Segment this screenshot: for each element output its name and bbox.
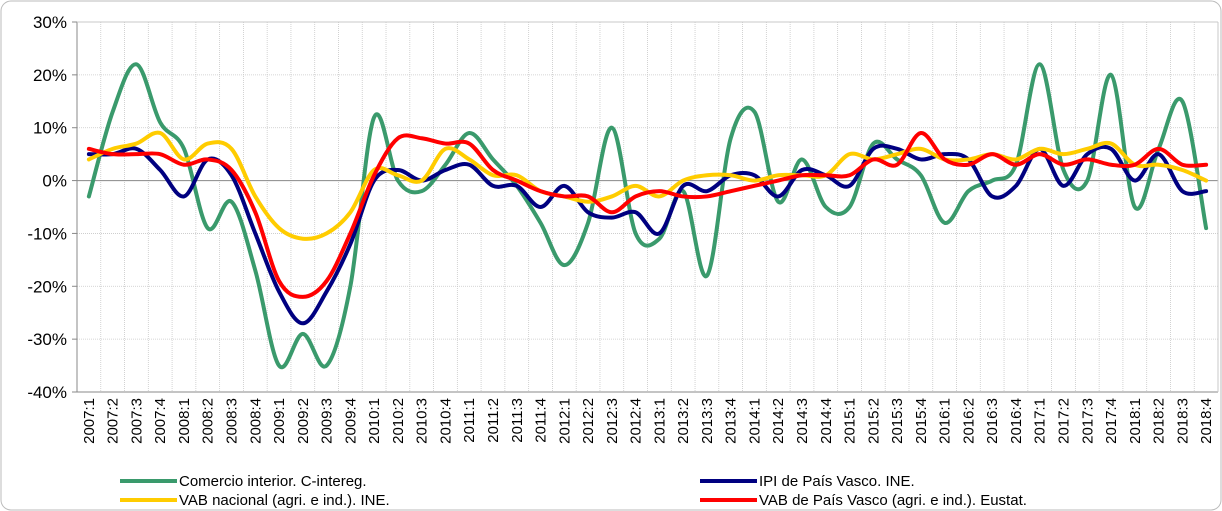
x-tick-label: 2014:1 xyxy=(746,398,763,444)
series-line xyxy=(86,62,1209,370)
x-tick-label: 2018:1 xyxy=(1127,398,1144,444)
x-tick-label: 2011:4 xyxy=(533,398,550,443)
y-tick-label: 10% xyxy=(33,119,67,138)
labels: -40% -30% -20% -10% 0% 10% 20% 30% 2007:1 2007:2 2… xyxy=(27,13,1215,509)
x-tick-label: 2008:1 xyxy=(176,398,193,444)
y-tick-label: -30% xyxy=(27,330,67,349)
x-tick-label: 2009:4 xyxy=(342,398,359,444)
x-tick-label: 2012:1 xyxy=(556,398,573,444)
x-tick-label: 2007:1 xyxy=(81,398,98,444)
x-tick-label: 2017:4 xyxy=(1103,398,1120,444)
x-tick-label: 2009:2 xyxy=(295,398,312,444)
x-tick-label: 2010:4 xyxy=(437,398,454,444)
x-tick-label: 2007:3 xyxy=(128,398,145,444)
x-tick-label: 2008:3 xyxy=(224,398,241,444)
plot xyxy=(86,62,1209,370)
x-tick-label: 2011:1 xyxy=(461,398,478,443)
y-tick-label: 30% xyxy=(33,13,67,32)
x-tick-label: 2011:2 xyxy=(485,398,502,443)
x-tick-label: 2014:4 xyxy=(818,398,835,444)
x-tick-label: 2009:1 xyxy=(271,398,288,444)
x-tick-label: 2017:2 xyxy=(1055,398,1072,444)
x-tick-label: 2018:4 xyxy=(1198,398,1215,444)
x-tick-label: 2012:4 xyxy=(628,398,645,444)
x-tick-label: 2018:2 xyxy=(1151,398,1168,444)
x-tick-label: 2015:3 xyxy=(889,398,906,444)
x-tick-label: 2016:3 xyxy=(984,398,1001,444)
x-tick-label: 2015:2 xyxy=(865,398,882,444)
x-tick-label: 2007:2 xyxy=(105,398,122,444)
series-line xyxy=(86,143,1209,326)
x-tick-label: 2007:4 xyxy=(152,398,169,444)
x-tick-label: 2013:4 xyxy=(723,398,740,444)
legend-label: Comercio interior. C-intereg. xyxy=(179,473,367,490)
y-tick-label: 20% xyxy=(33,66,67,85)
x-tick-label: 2010:3 xyxy=(414,398,431,444)
x-tick-label: 2016:4 xyxy=(1008,398,1025,444)
x-tick-label: 2017:1 xyxy=(1032,398,1049,444)
x-tick-label: 2014:2 xyxy=(770,398,787,444)
x-tick-label: 2012:2 xyxy=(580,398,597,444)
y-tick-label: -20% xyxy=(27,277,67,296)
grid xyxy=(72,21,1219,393)
x-tick-label: 2016:1 xyxy=(937,398,954,444)
x-tick-label: 2015:1 xyxy=(842,398,859,444)
x-tick-label: 2012:3 xyxy=(604,398,621,444)
legend-label: VAB nacional (agri. e ind.). INE. xyxy=(179,492,390,509)
x-tick-label: 2013:1 xyxy=(651,398,668,444)
x-tick-label: 2008:4 xyxy=(247,398,264,444)
x-tick-label: 2013:2 xyxy=(675,398,692,444)
x-tick-label: 2017:3 xyxy=(1079,398,1096,444)
x-tick-label: 2008:2 xyxy=(200,398,217,444)
x-tick-label: 2015:4 xyxy=(913,398,930,444)
legend-label: IPI de País Vasco. INE. xyxy=(759,473,915,490)
x-tick-label: 2011:3 xyxy=(509,398,526,443)
series-line xyxy=(86,131,1209,299)
y-tick-label: 0% xyxy=(42,172,67,191)
x-tick-label: 2016:2 xyxy=(960,398,977,444)
y-tick-label: -40% xyxy=(27,383,67,402)
y-tick-label: -10% xyxy=(27,224,67,243)
x-tick-label: 2014:3 xyxy=(794,398,811,444)
legend-label: VAB de País Vasco (agri. e ind.). Eustat… xyxy=(759,492,1027,509)
x-tick-label: 2018:3 xyxy=(1174,398,1191,444)
x-tick-label: 2010:1 xyxy=(366,398,383,444)
x-tick-label: 2010:2 xyxy=(390,398,407,444)
x-tick-label: 2013:3 xyxy=(699,398,716,444)
x-tick-label: 2009:3 xyxy=(319,398,336,444)
